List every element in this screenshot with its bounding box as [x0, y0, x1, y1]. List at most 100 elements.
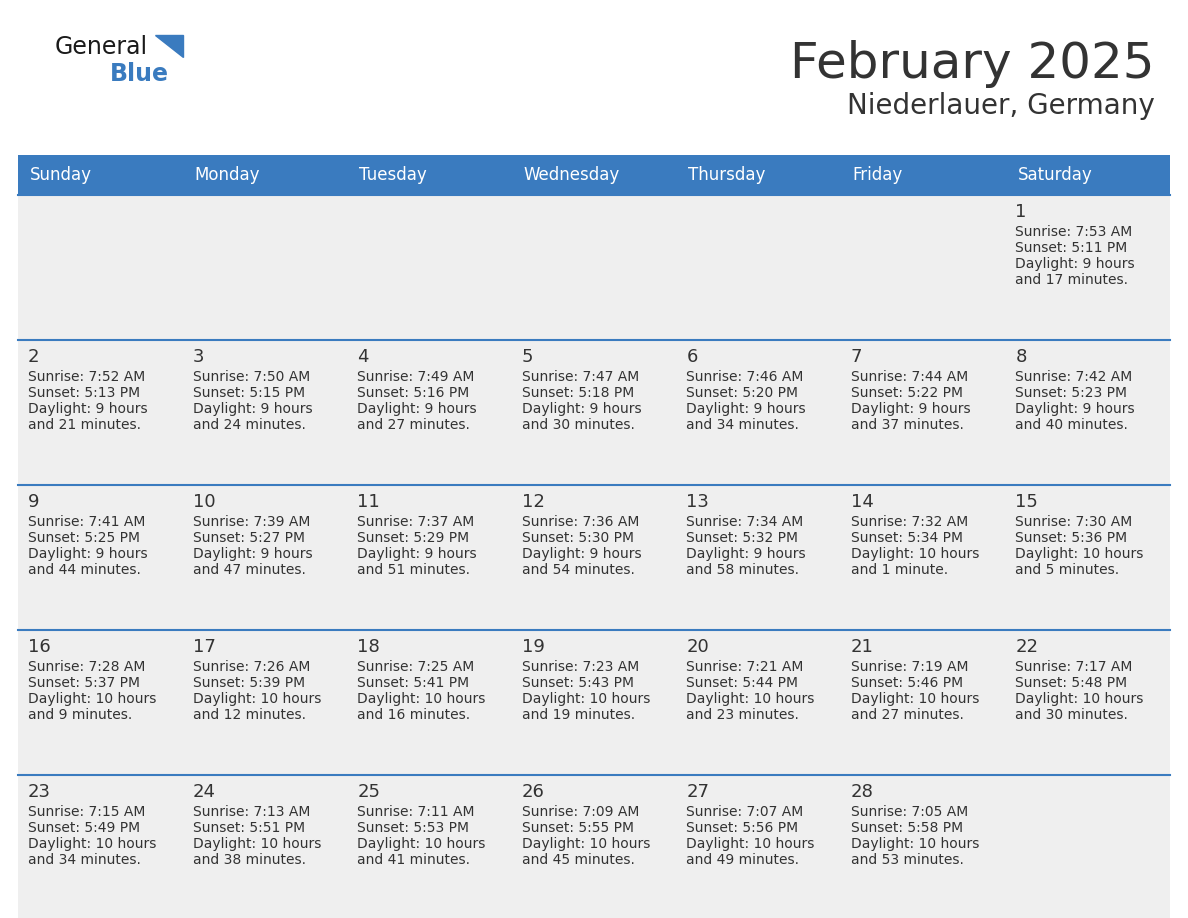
Text: Daylight: 9 hours: Daylight: 9 hours	[29, 402, 147, 416]
Text: and 58 minutes.: and 58 minutes.	[687, 563, 800, 577]
Text: Sunrise: 7:39 AM: Sunrise: 7:39 AM	[192, 515, 310, 529]
Text: 21: 21	[851, 638, 873, 656]
Text: Daylight: 10 hours: Daylight: 10 hours	[522, 692, 650, 706]
Text: Sunrise: 7:42 AM: Sunrise: 7:42 AM	[1016, 370, 1132, 384]
Text: 8: 8	[1016, 348, 1026, 366]
Text: and 16 minutes.: and 16 minutes.	[358, 708, 470, 722]
Text: Sunset: 5:13 PM: Sunset: 5:13 PM	[29, 386, 140, 400]
Text: 19: 19	[522, 638, 544, 656]
Bar	[18, 195, 1170, 340]
Text: Sunrise: 7:28 AM: Sunrise: 7:28 AM	[29, 660, 145, 674]
Text: and 27 minutes.: and 27 minutes.	[851, 708, 963, 722]
Text: Sunset: 5:46 PM: Sunset: 5:46 PM	[851, 676, 963, 690]
Text: and 40 minutes.: and 40 minutes.	[1016, 418, 1129, 432]
Text: Sunrise: 7:30 AM: Sunrise: 7:30 AM	[1016, 515, 1132, 529]
Text: Sunrise: 7:46 AM: Sunrise: 7:46 AM	[687, 370, 803, 384]
Text: Daylight: 10 hours: Daylight: 10 hours	[29, 837, 157, 851]
Text: Daylight: 9 hours: Daylight: 9 hours	[687, 402, 805, 416]
Text: Daylight: 9 hours: Daylight: 9 hours	[522, 547, 642, 561]
Text: Sunrise: 7:25 AM: Sunrise: 7:25 AM	[358, 660, 474, 674]
Text: Sunset: 5:43 PM: Sunset: 5:43 PM	[522, 676, 633, 690]
Text: Sunset: 5:29 PM: Sunset: 5:29 PM	[358, 531, 469, 545]
Text: Sunset: 5:55 PM: Sunset: 5:55 PM	[522, 821, 633, 835]
Text: 16: 16	[29, 638, 51, 656]
Text: Sunset: 5:34 PM: Sunset: 5:34 PM	[851, 531, 962, 545]
Text: and 49 minutes.: and 49 minutes.	[687, 853, 800, 867]
Text: Sunset: 5:56 PM: Sunset: 5:56 PM	[687, 821, 798, 835]
Text: Daylight: 10 hours: Daylight: 10 hours	[29, 692, 157, 706]
Text: and 12 minutes.: and 12 minutes.	[192, 708, 305, 722]
Text: 9: 9	[29, 493, 39, 511]
Text: February 2025: February 2025	[790, 40, 1155, 88]
Text: and 34 minutes.: and 34 minutes.	[687, 418, 800, 432]
Text: and 44 minutes.: and 44 minutes.	[29, 563, 141, 577]
Text: Daylight: 10 hours: Daylight: 10 hours	[358, 837, 486, 851]
Text: Sunrise: 7:53 AM: Sunrise: 7:53 AM	[1016, 225, 1132, 239]
Text: Sunset: 5:48 PM: Sunset: 5:48 PM	[1016, 676, 1127, 690]
Text: Sunrise: 7:21 AM: Sunrise: 7:21 AM	[687, 660, 803, 674]
Text: 3: 3	[192, 348, 204, 366]
Text: and 53 minutes.: and 53 minutes.	[851, 853, 963, 867]
Text: Sunrise: 7:13 AM: Sunrise: 7:13 AM	[192, 805, 310, 819]
Text: and 17 minutes.: and 17 minutes.	[1016, 273, 1129, 287]
Text: Sunset: 5:30 PM: Sunset: 5:30 PM	[522, 531, 633, 545]
Text: Daylight: 9 hours: Daylight: 9 hours	[1016, 257, 1135, 271]
Text: Sunrise: 7:19 AM: Sunrise: 7:19 AM	[851, 660, 968, 674]
Text: 25: 25	[358, 783, 380, 801]
Text: 15: 15	[1016, 493, 1038, 511]
Text: Sunrise: 7:49 AM: Sunrise: 7:49 AM	[358, 370, 474, 384]
Text: Sunrise: 7:07 AM: Sunrise: 7:07 AM	[687, 805, 803, 819]
Text: and 21 minutes.: and 21 minutes.	[29, 418, 141, 432]
Text: General: General	[55, 35, 148, 59]
Text: 2: 2	[29, 348, 39, 366]
Text: Daylight: 9 hours: Daylight: 9 hours	[358, 402, 476, 416]
Text: and 30 minutes.: and 30 minutes.	[1016, 708, 1129, 722]
Text: Daylight: 10 hours: Daylight: 10 hours	[687, 837, 815, 851]
Text: Daylight: 10 hours: Daylight: 10 hours	[1016, 547, 1144, 561]
Text: Sunset: 5:23 PM: Sunset: 5:23 PM	[1016, 386, 1127, 400]
Text: and 47 minutes.: and 47 minutes.	[192, 563, 305, 577]
Text: Sunset: 5:32 PM: Sunset: 5:32 PM	[687, 531, 798, 545]
Text: and 27 minutes.: and 27 minutes.	[358, 418, 470, 432]
Text: Sunset: 5:39 PM: Sunset: 5:39 PM	[192, 676, 304, 690]
Text: Daylight: 9 hours: Daylight: 9 hours	[29, 547, 147, 561]
Text: 28: 28	[851, 783, 873, 801]
Text: Sunday: Sunday	[30, 166, 91, 184]
Text: Saturday: Saturday	[1017, 166, 1092, 184]
Text: and 30 minutes.: and 30 minutes.	[522, 418, 634, 432]
Text: Daylight: 9 hours: Daylight: 9 hours	[1016, 402, 1135, 416]
Text: Daylight: 10 hours: Daylight: 10 hours	[851, 692, 979, 706]
Text: Sunrise: 7:37 AM: Sunrise: 7:37 AM	[358, 515, 474, 529]
Text: Daylight: 10 hours: Daylight: 10 hours	[522, 837, 650, 851]
Text: and 23 minutes.: and 23 minutes.	[687, 708, 800, 722]
Text: Daylight: 9 hours: Daylight: 9 hours	[687, 547, 805, 561]
Text: Monday: Monday	[195, 166, 260, 184]
Text: and 34 minutes.: and 34 minutes.	[29, 853, 141, 867]
Text: and 19 minutes.: and 19 minutes.	[522, 708, 634, 722]
Text: 13: 13	[687, 493, 709, 511]
Text: and 9 minutes.: and 9 minutes.	[29, 708, 132, 722]
Text: 7: 7	[851, 348, 862, 366]
Text: Sunrise: 7:34 AM: Sunrise: 7:34 AM	[687, 515, 803, 529]
Text: Sunset: 5:53 PM: Sunset: 5:53 PM	[358, 821, 469, 835]
Text: Daylight: 10 hours: Daylight: 10 hours	[192, 837, 321, 851]
Text: and 45 minutes.: and 45 minutes.	[522, 853, 634, 867]
Text: Sunset: 5:41 PM: Sunset: 5:41 PM	[358, 676, 469, 690]
Text: Sunset: 5:49 PM: Sunset: 5:49 PM	[29, 821, 140, 835]
Text: Daylight: 10 hours: Daylight: 10 hours	[192, 692, 321, 706]
Text: Sunset: 5:27 PM: Sunset: 5:27 PM	[192, 531, 304, 545]
Text: Sunset: 5:25 PM: Sunset: 5:25 PM	[29, 531, 140, 545]
Text: Sunrise: 7:09 AM: Sunrise: 7:09 AM	[522, 805, 639, 819]
Text: Daylight: 10 hours: Daylight: 10 hours	[851, 547, 979, 561]
Text: Sunset: 5:36 PM: Sunset: 5:36 PM	[1016, 531, 1127, 545]
Text: Sunrise: 7:15 AM: Sunrise: 7:15 AM	[29, 805, 145, 819]
Text: Sunset: 5:20 PM: Sunset: 5:20 PM	[687, 386, 798, 400]
Text: 17: 17	[192, 638, 215, 656]
Text: Niederlauer, Germany: Niederlauer, Germany	[847, 92, 1155, 120]
Text: Sunset: 5:22 PM: Sunset: 5:22 PM	[851, 386, 962, 400]
Text: Daylight: 9 hours: Daylight: 9 hours	[851, 402, 971, 416]
Text: 10: 10	[192, 493, 215, 511]
Text: Sunrise: 7:11 AM: Sunrise: 7:11 AM	[358, 805, 475, 819]
Text: and 41 minutes.: and 41 minutes.	[358, 853, 470, 867]
Bar	[18, 340, 1170, 485]
